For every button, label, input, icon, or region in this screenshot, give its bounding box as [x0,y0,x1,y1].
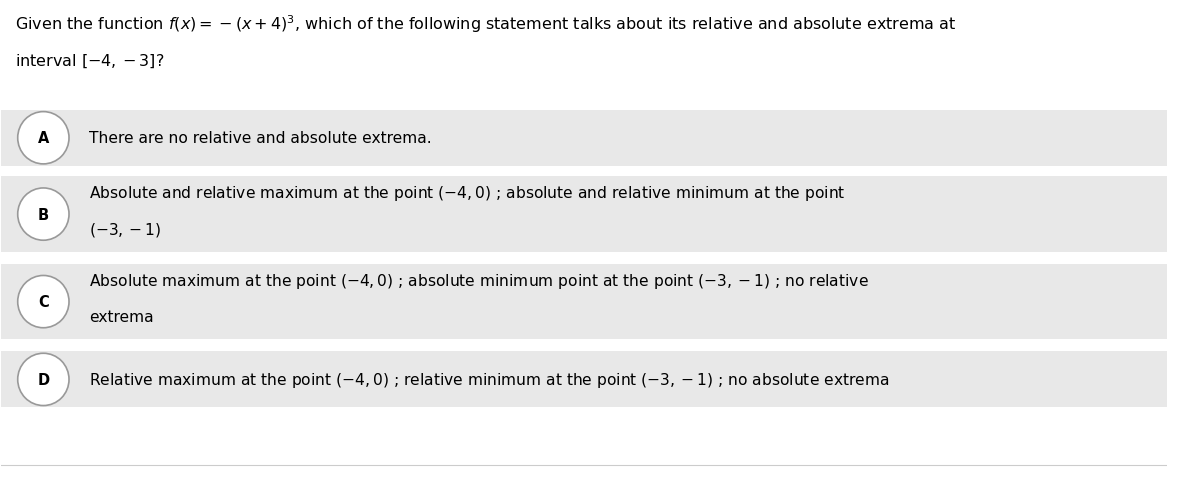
Text: Absolute and relative maximum at the point $(-4, 0)$ ; absolute and relative min: Absolute and relative maximum at the poi… [88,184,845,203]
Text: There are no relative and absolute extrema.: There are no relative and absolute extre… [88,131,431,146]
FancyBboxPatch shape [1,111,1168,166]
Ellipse shape [18,188,69,241]
Text: B: B [38,207,49,222]
FancyBboxPatch shape [1,177,1168,252]
Text: interval $[-4, -3]$?: interval $[-4, -3]$? [16,52,165,70]
Text: Absolute maximum at the point $(-4, 0)$ ; absolute minimum point at the point $(: Absolute maximum at the point $(-4, 0)$ … [88,271,869,290]
Ellipse shape [18,353,69,406]
Text: Given the function $f(x) = -(x+4)^3$, which of the following statement talks abo: Given the function $f(x) = -(x+4)^3$, wh… [16,14,957,35]
Text: C: C [38,294,49,309]
FancyBboxPatch shape [1,352,1168,407]
Ellipse shape [18,112,69,164]
Ellipse shape [18,276,69,328]
Text: $(-3, -1)$: $(-3, -1)$ [88,221,161,239]
Text: extrema: extrema [88,309,153,325]
Text: Relative maximum at the point $(-4, 0)$ ; relative minimum at the point $(-3, -1: Relative maximum at the point $(-4, 0)$ … [88,370,889,389]
Text: D: D [37,372,49,387]
Text: A: A [38,131,49,146]
FancyBboxPatch shape [1,264,1168,340]
